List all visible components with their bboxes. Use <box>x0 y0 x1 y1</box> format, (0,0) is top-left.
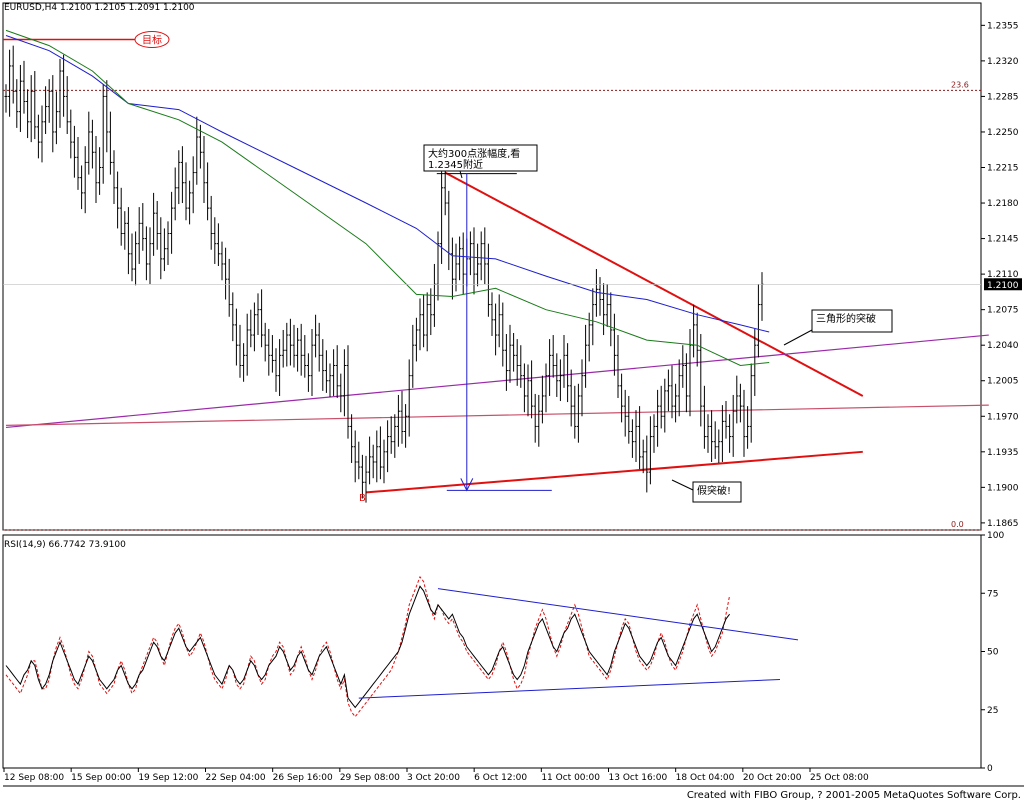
rsi-trendline-rsi-lower <box>358 678 781 699</box>
fib-level-label: 0.0 <box>951 520 964 529</box>
trendline-triangle-lower <box>365 450 863 494</box>
point-b-label: B <box>359 493 366 504</box>
rsi-line <box>5 585 730 709</box>
current-price-label: 1.2100 <box>987 281 1019 291</box>
amplitude-callout-text: 大约300点涨幅度,看 <box>428 147 520 160</box>
rsi-tick-label: 75 <box>987 589 998 599</box>
price-tick-label: 1.2250 <box>987 128 1019 138</box>
main-chart-title: EURUSD,H4 1.2100 1.2105 1.2091 1.2100 <box>4 3 195 13</box>
target-bubble <box>134 31 170 49</box>
rsi-tick-label: 0 <box>987 764 993 774</box>
price-tick-label: 1.1865 <box>987 519 1019 529</box>
credit-footer: Created with FIBO Group, ? 2001-2005 Met… <box>686 790 1021 801</box>
rsi-tick-label: 50 <box>987 648 999 658</box>
time-tick-label: 26 Sep 16:00 <box>273 773 333 783</box>
moving-average-green <box>5 29 770 367</box>
rsi-tick-label: 100 <box>987 531 1004 541</box>
trendline-pink-support <box>5 404 989 427</box>
breakout-callout-box <box>811 309 893 333</box>
price-tick-label: 1.2075 <box>987 306 1019 316</box>
price-tick-label: 1.2005 <box>987 377 1019 387</box>
time-tick-label: 6 Oct 12:00 <box>474 773 527 783</box>
false-break-callout-text: 假突破! <box>697 484 731 497</box>
time-tick-label: 22 Sep 04:00 <box>206 773 266 783</box>
price-tick-label: 1.1900 <box>987 483 1019 493</box>
moving-average-blue <box>5 35 770 333</box>
rsi-signal-line <box>5 575 731 718</box>
amplitude-callout-pointer <box>459 170 463 179</box>
time-tick-label: 15 Sep 00:00 <box>71 773 131 783</box>
current-price-box <box>984 278 1022 291</box>
trendline-purple-support <box>5 334 989 429</box>
price-tick-label: 1.2215 <box>987 163 1019 173</box>
rsi-title: RSI(14,9) 66.7742 73.9100 <box>4 540 126 550</box>
time-tick-label: 3 Oct 20:00 <box>407 773 460 783</box>
time-tick-label: 13 Oct 16:00 <box>609 773 668 783</box>
amplitude-callout-box <box>423 144 538 172</box>
rsi-trendline-rsi-upper <box>437 588 799 641</box>
time-tick-label: 29 Sep 08:00 <box>340 773 400 783</box>
false-break-callout-box <box>692 481 742 503</box>
time-tick-label: 18 Oct 04:00 <box>676 773 735 783</box>
price-tick-label: 1.2180 <box>987 199 1019 209</box>
price-tick-label: 1.2355 <box>987 21 1019 31</box>
breakout-callout-pointer <box>783 329 813 346</box>
amplitude-callout-text: 1.2345附近 <box>428 158 483 171</box>
price-tick-label: 1.2040 <box>987 341 1019 351</box>
time-tick-label: 19 Sep 12:00 <box>138 773 198 783</box>
price-tick-label: 1.2145 <box>987 235 1019 245</box>
time-tick-label: 25 Oct 08:00 <box>810 773 869 783</box>
time-tick-label: 11 Oct 00:00 <box>541 773 600 783</box>
false-break-callout-pointer <box>671 479 694 491</box>
price-tick-label: 1.2320 <box>987 57 1019 67</box>
rsi-tick-label: 25 <box>987 706 998 716</box>
breakout-callout-text: 三角形的突破 <box>816 312 876 325</box>
fib-level-label: 23.6 <box>951 80 969 89</box>
time-tick-label: 12 Sep 08:00 <box>4 773 64 783</box>
price-tick-label: 1.2285 <box>987 92 1019 102</box>
price-tick-label: 1.1935 <box>987 448 1019 458</box>
price-tick-label: 1.2110 <box>987 270 1019 280</box>
target-label: 目标 <box>142 35 162 47</box>
price-tick-label: 1.1970 <box>987 412 1019 422</box>
time-tick-label: 20 Oct 20:00 <box>743 773 802 783</box>
